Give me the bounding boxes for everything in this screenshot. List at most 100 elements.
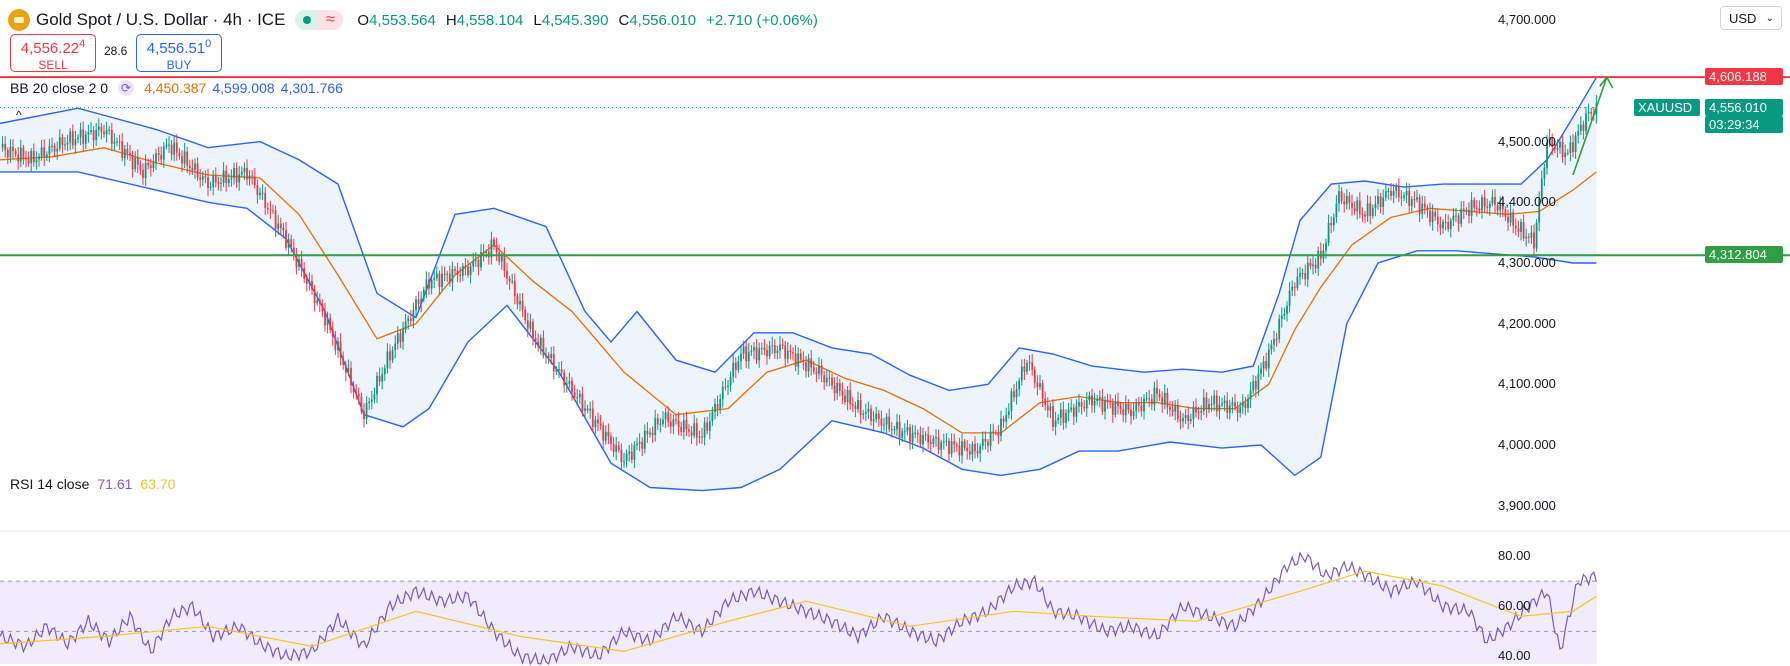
candle-body xyxy=(1161,397,1164,405)
candle-body xyxy=(222,170,225,183)
candle-body xyxy=(1179,419,1182,422)
candle-body xyxy=(220,182,222,184)
candle-body xyxy=(12,146,14,151)
candle-body xyxy=(71,131,74,146)
candle-body xyxy=(233,167,235,178)
chevron-down-icon: ⌄ xyxy=(1765,13,1774,24)
buy-button[interactable]: 4,556.510 BUY xyxy=(136,34,222,72)
candle-body xyxy=(477,259,480,268)
candle-body xyxy=(277,223,280,230)
candle-body xyxy=(1044,398,1047,406)
candle-body xyxy=(888,416,891,430)
candle-body xyxy=(448,273,451,283)
candle-body xyxy=(131,155,134,170)
candle-body xyxy=(1252,380,1255,391)
candle-body xyxy=(300,259,303,269)
bb-legend[interactable]: BB 20 close 2 0 ⟳ 4,450.387 4,599.008 4,… xyxy=(10,80,343,96)
candle-body xyxy=(404,321,407,330)
candle-body xyxy=(1234,402,1236,408)
candle-body xyxy=(862,413,865,415)
candle-body xyxy=(932,438,935,444)
candle-body xyxy=(113,141,116,144)
candle-body xyxy=(1403,195,1405,198)
candle-body xyxy=(147,162,150,166)
price-pane[interactable] xyxy=(0,75,1790,492)
bb-upper-value: 4,599.008 xyxy=(212,80,275,96)
candle-body xyxy=(1392,190,1395,196)
gold-bar-icon xyxy=(8,9,30,31)
candle-body xyxy=(1,143,4,148)
candle-body xyxy=(1072,407,1075,417)
candle-body xyxy=(1169,407,1171,410)
low-label: L xyxy=(533,11,542,29)
candle-body xyxy=(867,408,870,412)
rsi-pane[interactable] xyxy=(0,551,1597,666)
candle-body xyxy=(1117,401,1119,407)
candle-body xyxy=(1455,215,1457,217)
candle-body xyxy=(248,175,251,180)
candle-body xyxy=(776,350,779,353)
candle-body xyxy=(1348,195,1351,203)
candle-body xyxy=(594,419,597,428)
candle-body xyxy=(1083,406,1086,409)
candle-body xyxy=(1330,222,1333,226)
candle-body xyxy=(802,359,805,363)
candle-body xyxy=(438,273,441,287)
candle-body xyxy=(1156,387,1158,394)
close-label: C xyxy=(618,11,630,29)
candle-body xyxy=(253,176,256,186)
candle-body xyxy=(1247,399,1249,409)
candle-body xyxy=(1400,197,1403,199)
candle-body xyxy=(1244,402,1247,409)
market-status[interactable]: ≈ xyxy=(295,10,344,30)
candle-body xyxy=(1158,393,1161,398)
candle-body xyxy=(212,175,215,187)
candle-body xyxy=(1449,220,1452,230)
symbol-title[interactable]: Gold Spot / U.S. Dollar · 4h · ICE xyxy=(36,10,286,29)
candle-body xyxy=(1520,221,1522,233)
sync-icon[interactable]: ⟳ xyxy=(118,80,135,96)
candle-body xyxy=(350,367,352,386)
candle-body xyxy=(311,280,313,290)
candle-body xyxy=(1416,197,1418,200)
candle-body xyxy=(1304,272,1307,280)
sell-button[interactable]: 4,556.224 SELL xyxy=(10,34,96,72)
candle-body xyxy=(1335,203,1338,218)
price-tick-label: 4,300.000 xyxy=(1498,254,1556,270)
projection-arrow-head xyxy=(1599,75,1614,89)
candle-body xyxy=(1548,137,1551,143)
candle-body xyxy=(1481,197,1483,211)
candle-body xyxy=(628,451,631,454)
candle-body xyxy=(568,380,571,384)
sell-price: 4,556.22 xyxy=(20,40,80,57)
currency-select[interactable]: USD ⌄ xyxy=(1720,6,1782,30)
candle-body xyxy=(446,273,449,275)
candle-body xyxy=(292,247,295,254)
candle-body xyxy=(1499,203,1502,211)
candle-body xyxy=(116,141,118,143)
candle-body xyxy=(893,429,896,431)
candle-body xyxy=(831,377,833,386)
candle-body xyxy=(638,441,641,445)
candle-body xyxy=(259,192,261,196)
candle-body xyxy=(435,273,438,279)
candle-body xyxy=(838,382,841,392)
candle-body xyxy=(1031,362,1034,370)
candle-body xyxy=(1340,191,1343,202)
candle-body xyxy=(872,419,875,422)
collapse-legend-icon[interactable]: ^ xyxy=(16,108,22,122)
rsi-label: RSI 14 close xyxy=(10,476,90,492)
candle-body xyxy=(1260,368,1262,374)
last-price-label: 4,556.010 xyxy=(1705,98,1783,116)
rsi-legend[interactable]: RSI 14 close 71.61 63.70 xyxy=(10,476,175,492)
candle-body xyxy=(1569,142,1572,153)
candle-body xyxy=(334,337,337,351)
candle-body xyxy=(472,260,475,267)
candle-body xyxy=(1059,409,1062,418)
candle-body xyxy=(360,396,363,412)
candle-body xyxy=(469,266,472,276)
candle-body xyxy=(399,333,402,342)
candle-body xyxy=(578,393,581,398)
candle-body xyxy=(38,156,40,160)
